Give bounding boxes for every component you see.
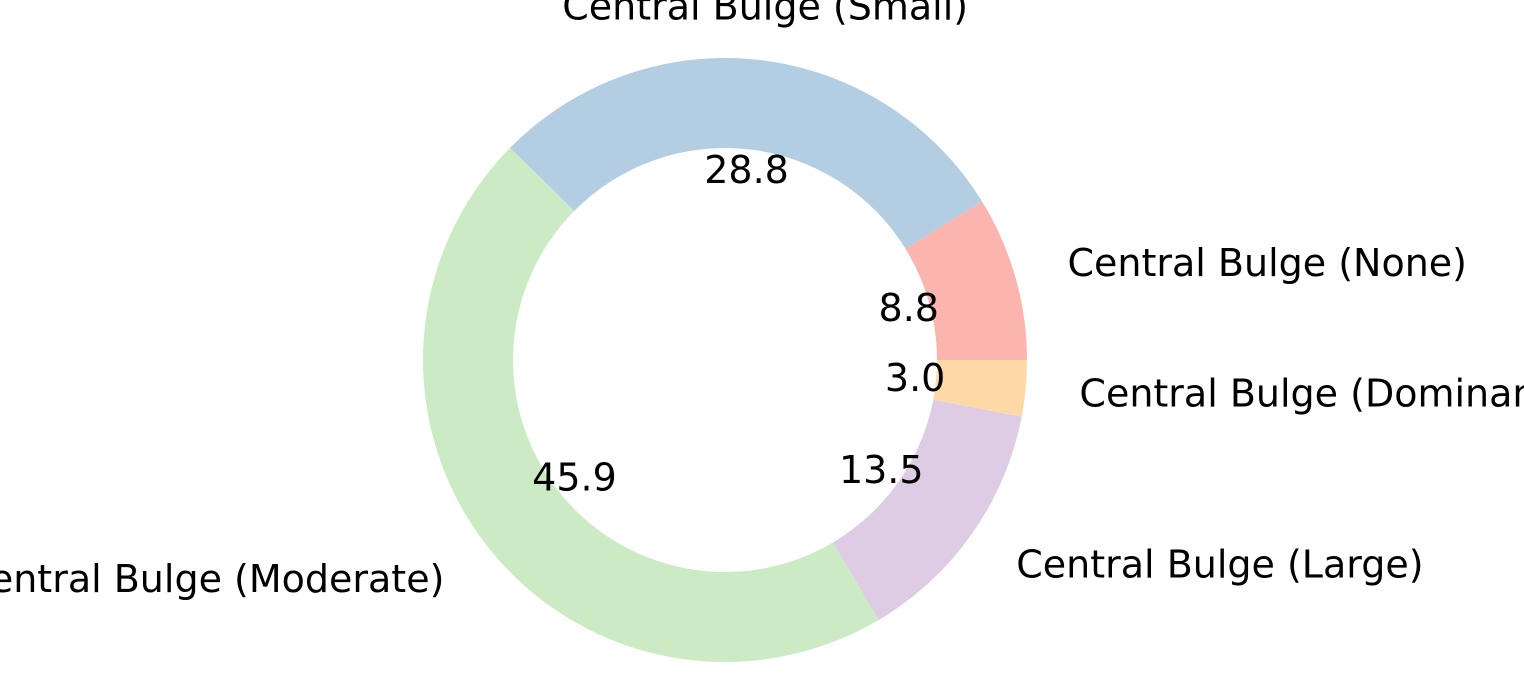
category-label-central-bulge-large: Central Bulge (Large) <box>1016 543 1423 587</box>
slice-central-bulge-none <box>905 201 1027 360</box>
slice-central-bulge-large <box>832 399 1022 620</box>
category-label-central-bulge-small: Central Bulge (Small) <box>562 0 968 28</box>
slices-layer <box>422 58 1027 663</box>
slice-central-bulge-small <box>510 58 983 249</box>
value-label-central-bulge-large: 13.5 <box>839 448 924 492</box>
value-label-central-bulge-none: 8.8 <box>879 286 939 330</box>
category-label-central-bulge-moderate: Central Bulge (Moderate) <box>0 557 444 601</box>
value-label-central-bulge-dominant: 3.0 <box>885 356 945 400</box>
value-label-central-bulge-small: 28.8 <box>704 148 789 192</box>
labels-layer: 8.8 Central Bulge (None) 28.8 Central Bulge… <box>0 0 1524 601</box>
value-label-central-bulge-moderate: 45.9 <box>532 456 617 500</box>
slice-central-bulge-dominant <box>933 360 1027 417</box>
category-label-central-bulge-dominant: Central Bulge (Dominant) <box>1079 372 1524 416</box>
category-label-central-bulge-none: Central Bulge (None) <box>1067 241 1467 285</box>
slice-central-bulge-moderate <box>422 147 879 663</box>
